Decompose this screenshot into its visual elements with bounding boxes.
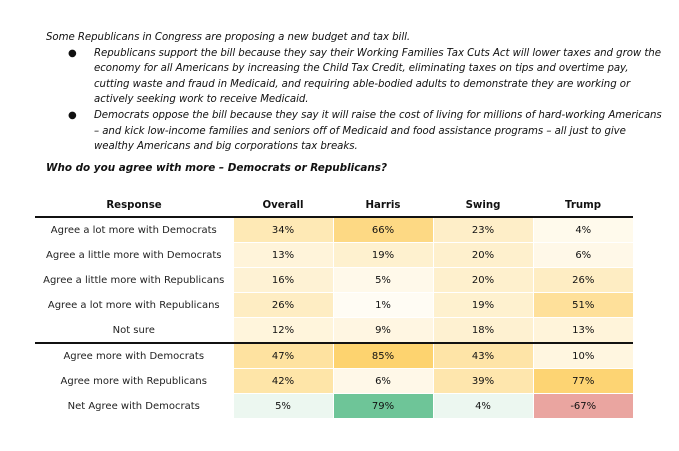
cell-overall: 16% [232,267,333,293]
table-row: Agree a lot more with Democrats 34% 66% 23%… [35,217,633,243]
cell-swing: 18% [432,317,533,344]
argument-list: ● Republicans support the bill because t… [46,46,666,155]
header-row: Response Overall Harris Swing Trump [35,194,633,218]
cell-swing: 20% [432,267,533,293]
survey-question: Who do you agree with more – Democrats o… [46,162,388,174]
cell-swing: 43% [432,342,533,369]
response-label: Agree a little more with Democrats [35,242,233,268]
cell-overall: 26% [232,292,333,318]
bullet-icon: ● [68,47,77,59]
cell-overall: 34% [232,217,333,243]
table-row: Agree more with Republicans 42% 6% 39% 77% [35,368,633,394]
header-trump: Trump [533,194,633,218]
cell-harris: 79% [332,393,433,419]
cell-trump: 13% [532,317,633,344]
cell-swing: 19% [432,292,533,318]
cell-trump: 6% [532,242,633,268]
intro-lead: Some Republicans in Congress are proposi… [46,32,411,43]
response-label: Agree a lot more with Republicans [35,292,233,318]
cell-harris: 66% [332,217,433,243]
header-swing: Swing [433,194,533,218]
table-row: Not sure 12% 9% 18% 13% [35,317,633,344]
cell-swing: 23% [432,217,533,243]
table-row: Net Agree with Democrats 5% 79% 4% -67% [35,393,633,419]
cell-swing: 4% [432,393,533,419]
cell-trump: 26% [532,267,633,293]
republican-argument-text: Republicans support the bill because the… [94,47,661,106]
table-row: Agree a little more with Democrats 13% 19%… [35,242,633,268]
cell-trump: -67% [532,393,633,419]
response-label: Agree more with Republicans [35,368,233,394]
table-row: Agree a little more with Republicans 16% 5… [35,267,633,293]
cell-overall: 42% [232,368,333,394]
cell-harris: 85% [332,342,433,369]
response-label: Net Agree with Democrats [35,393,233,419]
response-label: Agree a lot more with Democrats [35,217,233,243]
header-harris: Harris [333,194,433,218]
intro-text: Some Republicans in Congress are proposi… [46,30,666,155]
header-overall: Overall [233,194,333,218]
table-body: Agree a lot more with Democrats 34% 66% 23%… [35,217,633,419]
response-label: Agree a little more with Republicans [35,267,233,293]
democrat-argument-text: Democrats oppose the bill because they s… [94,109,662,153]
table-row: Agree more with Democrats 47% 85% 43% 10% [35,342,633,369]
bullet-icon: ● [68,109,77,121]
cell-trump: 4% [532,217,633,243]
cell-trump: 77% [532,368,633,394]
cell-swing: 20% [432,242,533,268]
democrat-argument: ● Democrats oppose the bill because they… [46,108,666,155]
results-table: Response Overall Harris Swing Trump Agre… [35,194,633,419]
header-response: Response [35,194,233,218]
response-label: Not sure [35,317,233,344]
cell-harris: 5% [332,267,433,293]
cell-trump: 51% [532,292,633,318]
cell-overall: 5% [232,393,333,419]
cell-swing: 39% [432,368,533,394]
cell-harris: 9% [332,317,433,344]
response-label: Agree more with Democrats [35,342,233,369]
cell-harris: 19% [332,242,433,268]
cell-harris: 1% [332,292,433,318]
table-row: Agree a lot more with Republicans 26% 1% 19… [35,292,633,318]
cell-harris: 6% [332,368,433,394]
cell-overall: 47% [232,342,333,369]
republican-argument: ● Republicans support the bill because t… [46,46,666,108]
cell-overall: 13% [232,242,333,268]
cell-overall: 12% [232,317,333,344]
cell-trump: 10% [532,342,633,369]
